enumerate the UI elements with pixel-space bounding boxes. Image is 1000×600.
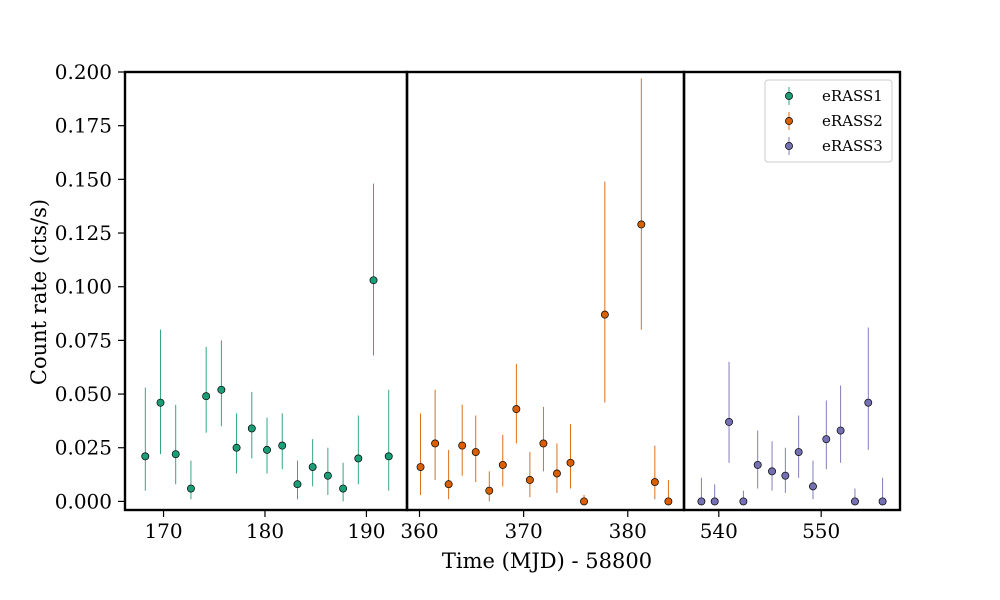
data-point [156,398,165,407]
legend-marker [785,142,793,150]
data-point [580,497,588,506]
y-tick-label: 0.200 [55,60,112,84]
data-point [498,460,507,469]
y-tick-label: 0.075 [55,328,112,352]
data-point [293,480,302,489]
x-tick-label: 190 [347,519,385,543]
data-point [864,398,873,407]
legend-label: eRASS2 [822,112,883,130]
data-point [822,435,831,444]
data-point [444,480,453,489]
y-tick-label: 0.025 [55,436,112,460]
y-axis-label-group: Count rate (cts/s) [27,199,51,385]
x-tick-label: 180 [246,519,284,543]
plot-layer: 0.000 0.025 0.050 0.075 0.100 0.125 0.150 0.175… [55,60,902,543]
y-tick-label: 0.125 [55,221,112,245]
series-erass3 [697,327,887,506]
data-point [781,471,790,480]
data-point [878,497,887,506]
data-point [431,439,440,448]
data-point [471,448,480,456]
x-tick-label: 370 [505,519,543,543]
data-point [739,497,748,506]
data-point [600,310,609,319]
data-point [710,497,719,506]
data-point [553,469,561,478]
data-point [141,452,150,461]
data-point [539,439,548,448]
data-point [202,392,211,401]
data-point [217,385,226,394]
series-erass1 [141,183,393,502]
panel-frame-3 [682,70,902,512]
data-point [664,497,673,506]
x-tick-label: 550 [802,519,840,543]
data-point [753,460,762,469]
data-point [485,486,494,495]
panel-frame-1 [123,70,409,512]
data-point [794,448,803,456]
data-point [354,454,363,463]
legend-marker [785,92,793,100]
data-point [171,450,180,459]
legend-box [764,79,893,163]
data-point [809,482,817,491]
y-tick-label: 0.100 [55,275,112,299]
data-point [323,471,332,480]
data-point [525,475,534,484]
data-point [263,445,271,454]
y-tick-label: 0.050 [55,382,112,406]
x-tick-label: 380 [609,519,647,543]
x-tick-label: 540 [700,519,738,543]
y-tick-label: 0.175 [55,114,112,138]
data-point [384,452,393,461]
x-axis-label: Time (MJD) - 58800 [442,549,652,573]
data-point [836,426,845,435]
x-tick-label: 360 [400,519,438,543]
series-erass2 [416,78,673,506]
legend: eRASS1 eRASS2 eRASS3 [764,79,893,163]
data-point [186,484,195,493]
legend-marker [785,117,793,125]
data-point [725,418,733,426]
data-point [458,441,467,450]
data-point [416,463,425,472]
y-tick-label: 0.000 [55,489,112,513]
data-point [768,467,776,476]
data-point [650,478,659,487]
data-point [308,463,317,472]
data-point [697,497,706,506]
x-tick-label: 170 [144,519,182,543]
data-point [339,484,348,493]
data-point [637,220,646,229]
data-point [512,405,521,414]
legend-label: eRASS1 [822,87,883,105]
data-point [851,497,859,506]
legend-label: eRASS3 [822,137,883,155]
y-tick-label: 0.150 [55,167,112,191]
data-point [232,443,241,452]
data-point [369,276,378,285]
data-point [247,424,256,433]
data-point [278,441,287,450]
y-axis-label: Count rate (cts/s) [27,199,51,385]
data-point [566,458,575,467]
